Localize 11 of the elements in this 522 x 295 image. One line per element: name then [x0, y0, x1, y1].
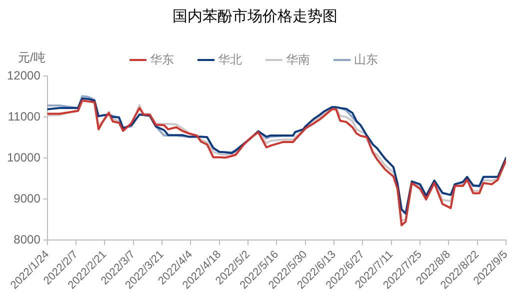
y-tick-label: 12000	[6, 68, 41, 82]
legend-label: 华南	[286, 52, 310, 66]
chart-title: 国内苯酚市场价格走势图	[172, 8, 338, 26]
y-axis-title: 元/吨	[18, 50, 46, 64]
legend-label: 华北	[218, 52, 242, 66]
legend-label: 山东	[354, 52, 378, 66]
y-tick-label: 11000	[8, 109, 41, 124]
y-tick-label: 10000	[6, 150, 41, 164]
y-tick-label: 8000	[14, 232, 41, 246]
legend-label: 华东	[150, 52, 174, 66]
y-tick-label: 9000	[14, 191, 41, 206]
